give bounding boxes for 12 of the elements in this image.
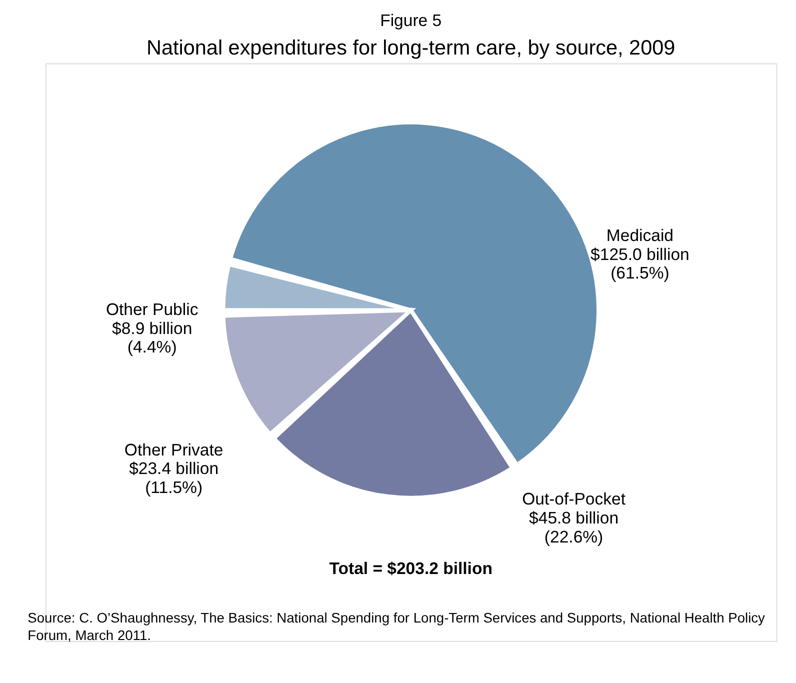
chart-subtitle: National expenditures for long-term care, by source, 2009	[146, 36, 676, 60]
slice-label: Other Private	[124, 440, 224, 460]
data-label: $8.9 billion (4.4%)	[112, 318, 192, 357]
text: Total = $203.2 billion	[329, 558, 492, 578]
data-label: $125.0 billion (61.5%)	[590, 244, 690, 283]
slice-label: Medicaid	[606, 226, 674, 246]
slice-label: Other Public	[106, 300, 198, 320]
source-note: Source: C. O’Shaughnessy, The Basics: National Spending for Long-Term Services and Supports, National Health Policy Forum, March 2011.	[28, 609, 766, 644]
data-label: $45.8 billion (22.6%)	[529, 508, 619, 546]
slice-label: Out-of-Pocket	[522, 490, 626, 509]
data-label: $23.4 billion (11.5%)	[129, 459, 219, 497]
chart-title: Figure 5	[380, 10, 442, 30]
